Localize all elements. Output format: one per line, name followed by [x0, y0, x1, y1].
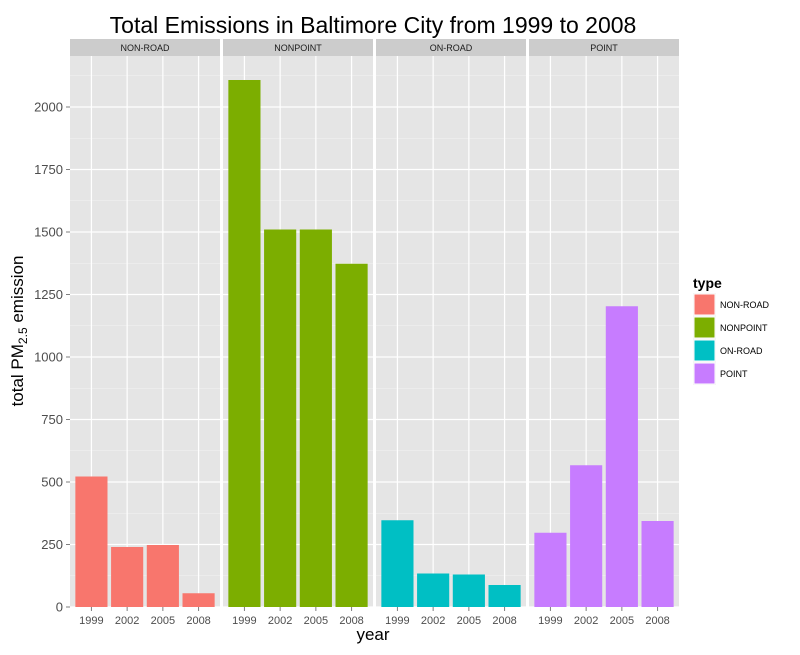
facet-panel: ON-ROAD 1999 2002 2005 2008	[376, 39, 526, 627]
panel-background	[529, 56, 679, 607]
legend-key	[693, 362, 716, 385]
facet-strip-label: ON-ROAD	[430, 43, 473, 53]
legend-label: ON-ROAD	[720, 346, 763, 356]
facet-strip-label: POINT	[590, 43, 618, 53]
bar	[299, 229, 332, 607]
x-tick-label: 2008	[492, 615, 516, 627]
y-axis-title-suffix: emission	[8, 256, 27, 328]
bar	[488, 585, 521, 607]
bar	[452, 574, 485, 607]
facet-strip	[376, 39, 526, 56]
bar	[111, 547, 144, 607]
facet-strip	[529, 39, 679, 56]
y-tick-label: 2000	[34, 100, 63, 115]
bar	[264, 229, 297, 607]
y-axis-title-subscript: 2.5	[16, 327, 30, 344]
legend-label: NONPOINT	[720, 323, 768, 333]
x-tick-label: 1999	[538, 615, 562, 627]
panel-background	[376, 56, 526, 607]
y-axis-title-prefix: total PM	[8, 344, 27, 406]
y-tick-label: 0	[56, 600, 63, 615]
x-tick-label: 2005	[457, 615, 481, 627]
x-tick-label: 2008	[339, 615, 363, 627]
legend-key	[693, 316, 716, 339]
legend-label: POINT	[720, 369, 748, 379]
bar	[335, 263, 368, 607]
bar	[605, 306, 638, 607]
bar	[146, 545, 179, 607]
x-tick-label: 1999	[232, 615, 256, 627]
y-tick-label: 1250	[34, 287, 63, 302]
legend-label: NON-ROAD	[720, 300, 769, 310]
x-tick-label: 2002	[268, 615, 292, 627]
x-tick-label: 2002	[421, 615, 445, 627]
y-tick-label: 1750	[34, 162, 63, 177]
y-axis: 0 250 500 750 1000 1250 1500 1750 2000	[34, 100, 70, 615]
facet-strip-label: NONPOINT	[274, 43, 322, 53]
y-tick-label: 500	[41, 475, 63, 490]
x-tick-label: 1999	[79, 615, 103, 627]
legend: type NON-ROAD NONPOINT ON-ROAD POINT	[693, 275, 769, 385]
legend-key	[693, 293, 716, 316]
facet-panel: POINT 1999 2002 2005 2008	[529, 39, 679, 627]
y-tick-label: 250	[41, 537, 63, 552]
x-axis-title: year	[356, 625, 389, 644]
bar	[570, 465, 603, 607]
y-tick-label: 1000	[34, 350, 63, 365]
y-tick-label: 1500	[34, 225, 63, 240]
y-axis-title: total PM2.5 emission	[8, 256, 30, 407]
bar	[417, 573, 450, 607]
legend-title: type	[693, 275, 722, 291]
x-tick-label: 1999	[385, 615, 409, 627]
bar	[182, 593, 215, 607]
facet-panels: NON-ROAD 1999 2002 2005 2008 NONPOINT 1999 2002…	[70, 39, 679, 627]
x-tick-label: 2002	[115, 615, 139, 627]
x-tick-label: 2008	[186, 615, 210, 627]
bar	[381, 520, 414, 607]
facet-strip	[70, 39, 220, 56]
chart-title: Total Emissions in Baltimore City from 1…	[110, 12, 637, 38]
bar	[641, 521, 674, 607]
x-tick-label: 2005	[610, 615, 634, 627]
facet-panel: NONPOINT 1999 2002 2005 2008	[223, 39, 373, 627]
bar	[534, 532, 567, 607]
facet-strip-label: NON-ROAD	[121, 43, 170, 53]
legend-key	[693, 339, 716, 362]
bar	[75, 476, 108, 607]
x-tick-label: 2005	[151, 615, 175, 627]
facet-strip	[223, 39, 373, 56]
facet-panel: NON-ROAD 1999 2002 2005 2008	[70, 39, 220, 627]
x-tick-label: 2008	[645, 615, 669, 627]
y-tick-label: 750	[41, 412, 63, 427]
bar	[228, 80, 261, 607]
x-tick-label: 2005	[304, 615, 328, 627]
x-tick-label: 2002	[574, 615, 598, 627]
